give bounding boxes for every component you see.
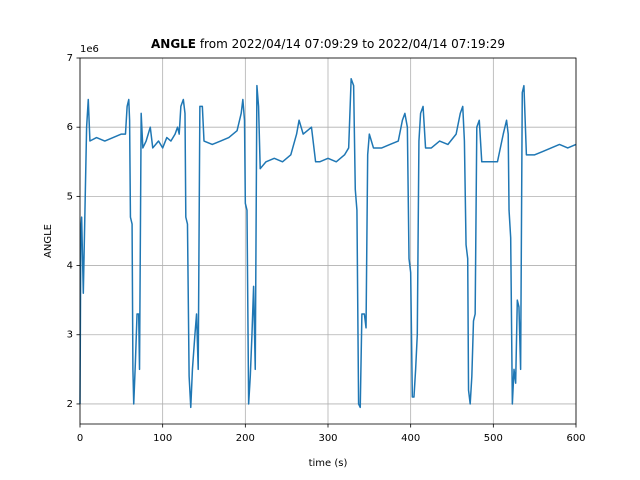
y-tick-label: 3	[67, 330, 73, 341]
x-tick-label: 200	[236, 433, 255, 444]
x-tick-label: 0	[77, 433, 83, 444]
plot-frame	[79, 57, 577, 425]
y-axis-label: ANGLE	[43, 224, 54, 258]
x-tick-label: 500	[484, 433, 503, 444]
y-tick-label: 2	[67, 399, 73, 410]
chart-title: ANGLE from 2022/04/14 07:09:29 to 2022/0…	[151, 37, 505, 51]
x-tick-label: 600	[566, 433, 585, 444]
y-tick-label: 4	[67, 261, 73, 272]
y-offset-label: 1e6	[80, 44, 99, 55]
y-tick-label: 6	[67, 122, 73, 133]
title-bold: ANGLE	[151, 37, 196, 51]
title-rest: from 2022/04/14 07:09:29 to 2022/04/14 0…	[196, 37, 505, 51]
y-tick-label: 7	[67, 53, 73, 64]
y-tick-label: 5	[67, 191, 73, 202]
x-axis-label: time (s)	[309, 458, 348, 469]
data-line	[79, 78, 577, 409]
x-tick-label: 400	[401, 433, 420, 444]
x-tick-label: 300	[318, 433, 337, 444]
x-tick-label: 100	[153, 433, 172, 444]
